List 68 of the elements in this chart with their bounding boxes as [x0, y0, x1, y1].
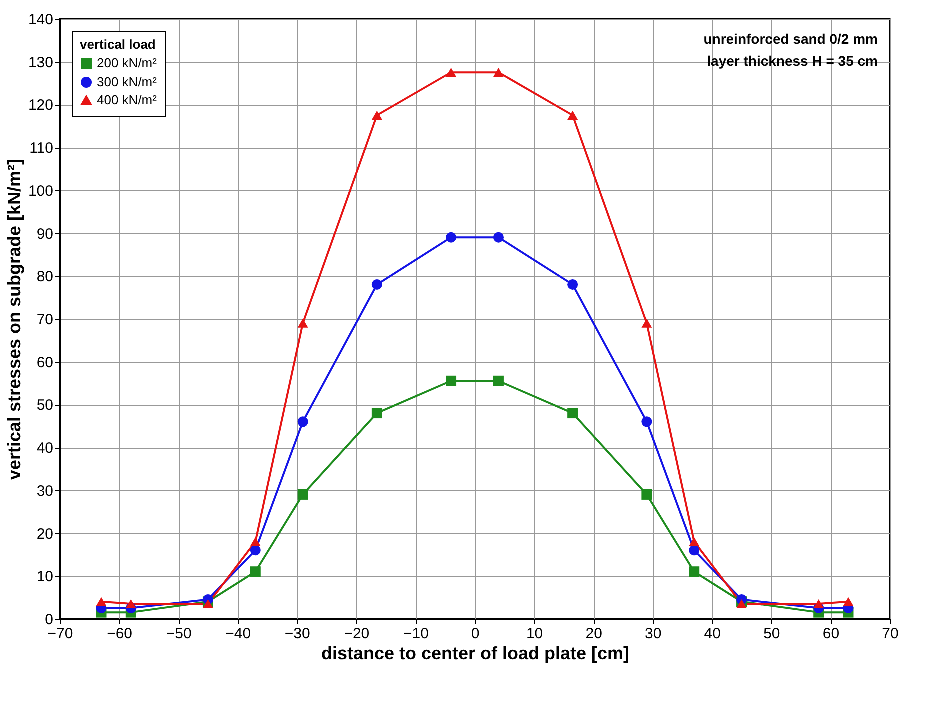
y-tick-label: 130 — [28, 54, 54, 72]
point — [446, 68, 457, 78]
point — [372, 279, 382, 290]
legend-label: 300 kN/m² — [97, 74, 158, 90]
y-tick-label: 50 — [36, 397, 54, 414]
point — [250, 566, 261, 578]
point — [689, 545, 700, 556]
x-tick-label: −30 — [284, 626, 310, 642]
x-tick-label: −70 — [48, 626, 74, 642]
point — [250, 545, 261, 556]
x-tick-label: 70 — [882, 626, 899, 642]
y-tick-label: 60 — [36, 354, 54, 372]
point — [446, 376, 457, 386]
x-tick-label: 0 — [471, 626, 480, 642]
y-tick-label: 80 — [36, 268, 54, 286]
point — [372, 408, 382, 419]
legend-label: 400 kN/m² — [97, 92, 158, 108]
point — [568, 110, 578, 120]
point — [493, 376, 504, 386]
point — [202, 599, 214, 609]
point — [689, 537, 700, 546]
legend-title: vertical load — [80, 37, 156, 52]
x-tick-label: 60 — [822, 626, 840, 642]
y-tick-label: 110 — [30, 140, 54, 158]
x-tick-label: 10 — [526, 626, 544, 642]
x-tick-label: 40 — [704, 626, 721, 642]
point — [250, 537, 261, 546]
annotation: layer thickness H = 35 cm — [707, 53, 878, 69]
y-tick-label: 10 — [36, 568, 54, 586]
x-tick-label: −50 — [166, 626, 192, 642]
point — [493, 68, 504, 78]
point — [298, 318, 308, 328]
point — [126, 599, 136, 609]
y-tick-label: 140 — [28, 12, 54, 28]
y-tick-label: 100 — [28, 182, 54, 200]
point — [642, 318, 652, 328]
x-axis-title: distance to center of load plate [cm] — [321, 644, 630, 664]
point — [689, 566, 700, 578]
x-tick-label: 50 — [764, 626, 780, 642]
y-tick-label: 30 — [36, 482, 54, 500]
point — [814, 599, 824, 609]
point — [843, 597, 854, 606]
point — [298, 489, 308, 500]
point — [96, 597, 107, 606]
point — [446, 232, 457, 243]
annotation: unreinforced sand 0/2 mm — [704, 31, 878, 47]
x-tick-label: −40 — [226, 626, 252, 642]
point — [568, 408, 578, 419]
x-tick-label: −20 — [344, 626, 370, 642]
y-tick-label: 120 — [28, 97, 54, 114]
x-tick-label: 20 — [586, 626, 602, 642]
point — [568, 279, 578, 290]
y-tick-label: 70 — [36, 312, 54, 328]
point — [493, 232, 504, 243]
point — [642, 416, 652, 428]
y-tick-label: 20 — [36, 526, 54, 543]
x-tick-label: −10 — [403, 626, 429, 642]
y-tick-label: 40 — [36, 440, 54, 458]
y-tick-label: 0 — [45, 612, 54, 628]
point — [372, 110, 382, 120]
y-axis-title: vertical stresses on subgrade [kN/m²] — [4, 158, 24, 480]
x-tick-label: 30 — [645, 626, 662, 642]
y-tick-label: 90 — [36, 226, 54, 243]
point — [298, 416, 308, 428]
legend-label: 200 kN/m² — [97, 56, 158, 70]
point — [736, 599, 748, 609]
point — [642, 489, 652, 500]
x-tick-label: −60 — [107, 626, 133, 642]
